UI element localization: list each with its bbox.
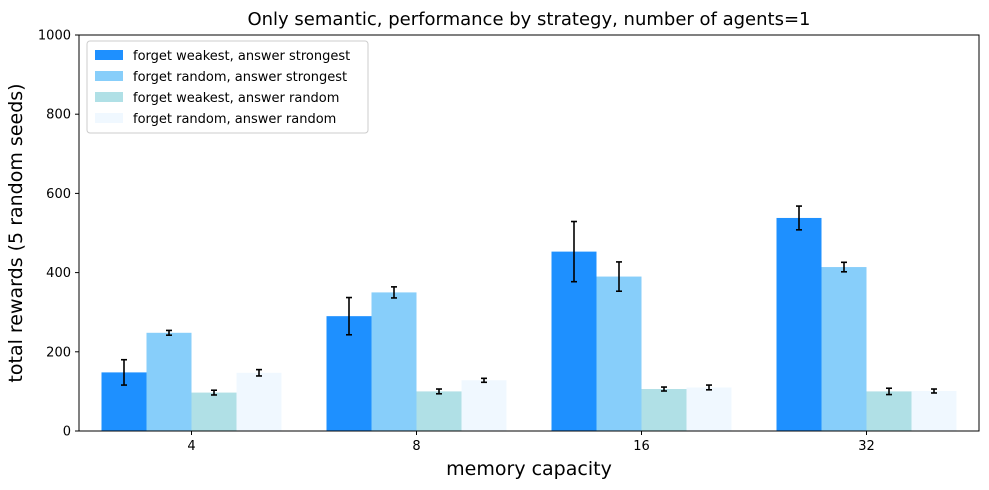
error-bars-group bbox=[121, 205, 937, 396]
legend-swatch-1 bbox=[95, 71, 123, 81]
y-axis-ticks: 0 200 400 600 800 1000 bbox=[38, 29, 79, 440]
x-tick-label: 32 bbox=[858, 439, 875, 454]
bar-s1-c3 bbox=[821, 267, 867, 431]
legend-swatch-3 bbox=[95, 113, 123, 123]
bar-s1-c1 bbox=[371, 292, 417, 431]
bar-s3-c2 bbox=[686, 387, 732, 431]
legend-label-0: forget weakest, answer strongest bbox=[133, 49, 350, 64]
chart-title: Only semantic, performance by strategy, … bbox=[247, 9, 810, 30]
y-axis-label: total rewards (5 random seeds) bbox=[5, 83, 27, 382]
plot-frame bbox=[78, 34, 980, 432]
x-tick-label: 4 bbox=[187, 439, 195, 454]
y-tick-label: 1000 bbox=[38, 29, 71, 44]
bar-s3-c3 bbox=[911, 391, 957, 431]
bar-s2-c1 bbox=[416, 391, 462, 431]
bar-s2-c3 bbox=[866, 391, 912, 431]
legend-box bbox=[86, 40, 369, 134]
x-tick-label: 16 bbox=[633, 439, 650, 454]
y-tick-label: 0 bbox=[63, 425, 71, 440]
legend-label-2: forget weakest, answer random bbox=[133, 91, 339, 106]
bar-s3-c0 bbox=[236, 372, 282, 431]
bar-s1-c2 bbox=[596, 276, 642, 431]
bar-s2-c0 bbox=[191, 392, 237, 431]
y-tick-label: 200 bbox=[46, 345, 71, 360]
legend-swatch-0 bbox=[95, 50, 123, 60]
bar-s2-c2 bbox=[641, 389, 687, 431]
x-tick-label: 8 bbox=[412, 439, 420, 454]
y-tick-label: 400 bbox=[46, 266, 71, 281]
x-axis-label: memory capacity bbox=[446, 458, 612, 480]
legend-swatch-2 bbox=[95, 92, 123, 102]
bar-s1-c0 bbox=[146, 332, 192, 431]
bars-group bbox=[101, 217, 957, 431]
bar-s3-c1 bbox=[461, 380, 507, 431]
legend-label-1: forget random, answer strongest bbox=[133, 70, 347, 85]
legend-label-3: forget random, answer random bbox=[133, 112, 336, 127]
bar-s0-c3 bbox=[776, 217, 822, 431]
y-tick-label: 600 bbox=[46, 187, 71, 202]
legend: forget weakest, answer strongest forget r… bbox=[86, 40, 369, 134]
y-tick-label: 800 bbox=[46, 108, 71, 123]
x-axis-ticks: 4 8 16 32 bbox=[187, 431, 875, 454]
